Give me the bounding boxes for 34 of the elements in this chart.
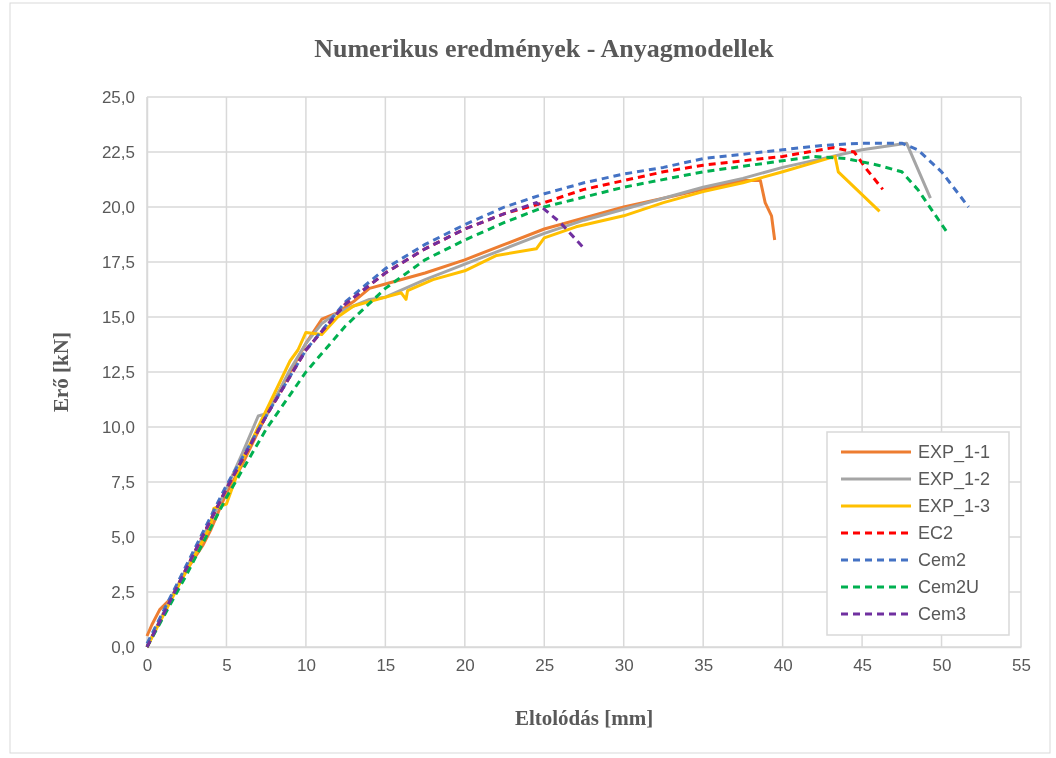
y-tick-label: 2,5 bbox=[111, 582, 135, 602]
legend-label: EC2 bbox=[918, 523, 954, 543]
legend-label: EXP_1-3 bbox=[918, 496, 991, 517]
x-tick-label: 25 bbox=[535, 656, 555, 676]
y-tick-label: 12,5 bbox=[101, 362, 135, 382]
line-series bbox=[145, 201, 584, 649]
x-tick-label: 10 bbox=[296, 656, 316, 676]
y-tick-label: 0,0 bbox=[111, 637, 135, 657]
legend-label: Cem3 bbox=[918, 604, 967, 624]
x-tick-label: 15 bbox=[376, 656, 396, 676]
legend-label: Cem2U bbox=[918, 577, 980, 597]
legend-label: EXP_1-2 bbox=[918, 469, 991, 490]
y-tick-label: 15,0 bbox=[101, 307, 135, 327]
y-tick-label: 25,0 bbox=[101, 87, 135, 107]
x-tick-label: 20 bbox=[455, 656, 475, 676]
y-tick-label: 22,5 bbox=[101, 142, 135, 162]
y-tick-label: 5,0 bbox=[111, 527, 135, 547]
x-tick-label: 50 bbox=[932, 656, 952, 676]
y-tick-label: 20,0 bbox=[101, 197, 135, 217]
legend-label: Cem2 bbox=[918, 550, 967, 570]
chart-title: Numerikus eredmények - Anyagmodellek bbox=[314, 34, 775, 63]
y-axis-title: Erő [kN] bbox=[49, 332, 73, 412]
x-tick-label: 55 bbox=[1012, 656, 1031, 676]
x-tick-label: 30 bbox=[614, 656, 634, 676]
x-tick-label: 35 bbox=[694, 656, 714, 676]
y-tick-label: 17,5 bbox=[101, 252, 135, 272]
y-tick-label: 10,0 bbox=[101, 417, 135, 437]
x-tick-label: 40 bbox=[773, 656, 793, 676]
x-tick-label: 45 bbox=[853, 656, 873, 676]
x-tick-label: 5 bbox=[222, 656, 232, 676]
x-tick-label: 0 bbox=[142, 656, 153, 676]
x-axis-title: Eltolódás [mm] bbox=[514, 706, 654, 730]
y-tick-label: 7,5 bbox=[111, 472, 135, 492]
legend-label: EXP_1-1 bbox=[918, 442, 991, 463]
